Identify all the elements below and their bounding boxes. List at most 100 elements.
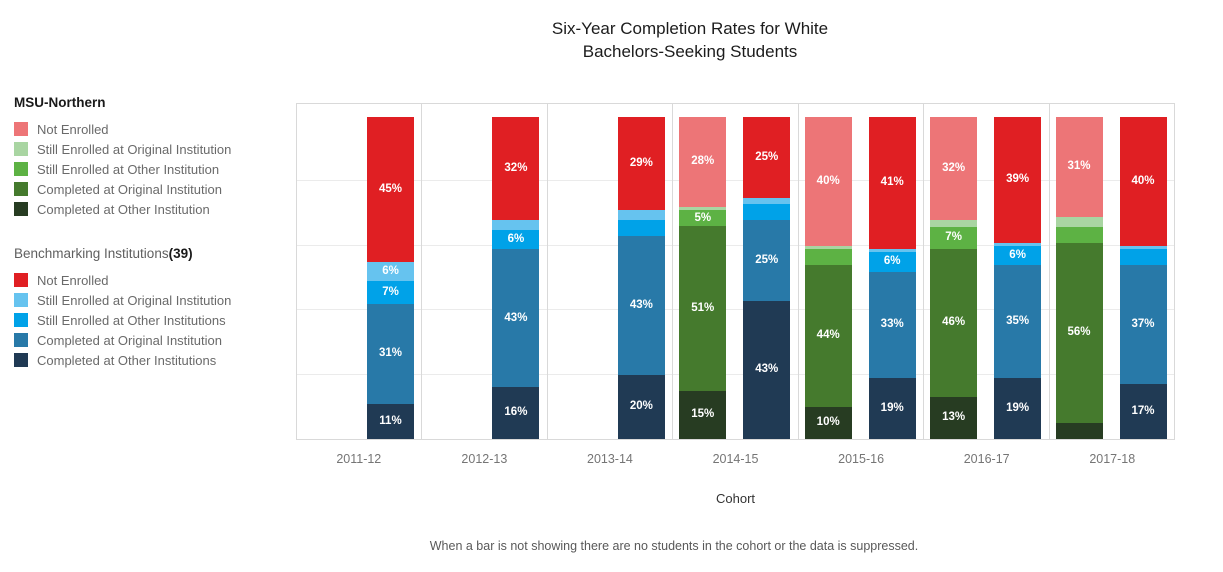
bar-value-label: 11% <box>379 414 402 427</box>
bar-value-label: 56% <box>1067 326 1091 338</box>
gridline <box>422 373 547 375</box>
cohort-panel: 32% 7% 46% 13% 39% 6% 35% 19% <box>924 104 1050 439</box>
gridline <box>798 373 924 375</box>
bar-segment: 20% <box>617 374 665 439</box>
bar-value-label: 7% <box>945 231 962 244</box>
gridline <box>1049 180 1174 182</box>
x-tick-label: 2014-15 <box>712 452 759 466</box>
gridline <box>297 244 422 246</box>
legend-item-label: Not Enrolled <box>37 272 109 288</box>
gridline <box>798 244 924 246</box>
bar-value-label: 17% <box>1131 404 1155 417</box>
legend-heading-msu: MSU-Northern <box>14 95 286 110</box>
bar-value-label: 37% <box>1131 317 1155 330</box>
bar-segment: 43% <box>492 249 540 388</box>
legend-swatch <box>14 162 28 176</box>
benchmark-bar: 41% 6% 33% 19% <box>868 117 916 439</box>
bar-value-label: 31% <box>1067 160 1091 173</box>
bar-segment: 40% <box>1119 117 1167 246</box>
bar-segment <box>1055 216 1103 227</box>
bar-value-label: 40% <box>816 174 840 187</box>
legend-swatch <box>14 202 28 216</box>
legend-item: Still Enrolled at Original Institution <box>14 139 286 159</box>
gridline <box>1049 373 1174 375</box>
bar-value-label: 19% <box>1006 401 1030 414</box>
bar-segment: 31% <box>367 303 414 404</box>
benchmark-bar: 45% 6% 7% 31% 11% <box>367 117 414 439</box>
legend-item-label: Completed at Other Institution <box>37 201 210 217</box>
legend-group-benchmark: Benchmarking Institutions(39) Not Enroll… <box>14 246 286 370</box>
gridline <box>1049 244 1174 246</box>
bar-segment: 11% <box>367 403 414 439</box>
bar-value-label: 32% <box>504 161 528 174</box>
bar-segment: 29% <box>617 117 665 211</box>
gridline <box>673 180 798 182</box>
bar-segment: 32% <box>492 117 540 221</box>
bar-segment <box>492 220 540 230</box>
footnote: When a bar is not showing there are no s… <box>429 539 919 553</box>
bar-segment: 41% <box>868 117 916 250</box>
bar-segment <box>1055 226 1103 243</box>
legend-item: Completed at Other Institution <box>14 199 286 219</box>
legend-heading-msu-text: MSU-Northern <box>14 95 106 110</box>
legend-item: Not Enrolled <box>14 270 286 290</box>
bar-value-label: 43% <box>629 298 653 311</box>
x-tick-label: 2013-14 <box>587 452 633 466</box>
bar-value-label: 20% <box>629 400 653 413</box>
legend-item-label: Still Enrolled at Other Institution <box>37 161 220 177</box>
gridline <box>798 309 924 311</box>
bar-value-label: 6% <box>507 232 525 245</box>
chart-title-line1: Six-Year Completion Rates for White <box>551 19 829 38</box>
gridline <box>1049 309 1174 311</box>
bar-segment: 25% <box>743 220 791 301</box>
msu-northern-bar: 31% 56% <box>1055 117 1103 439</box>
bar-value-label: 19% <box>880 401 904 414</box>
bar-segment: 43% <box>743 300 791 439</box>
legend-item-label: Still Enrolled at Original Institution <box>37 292 232 308</box>
gridline <box>798 180 924 182</box>
x-tick-label: 2011-12 <box>336 452 382 466</box>
bar-segment <box>1119 245 1167 250</box>
bar-value-label: 41% <box>880 176 904 189</box>
gridline <box>924 309 1049 311</box>
bar-segment: 7% <box>930 226 978 250</box>
benchmark-bar: 29% 43% 20% <box>617 117 665 439</box>
bar-segment: 6% <box>367 261 414 282</box>
gridline <box>297 309 422 311</box>
gridline <box>422 244 547 246</box>
bar-segment: 10% <box>804 406 852 439</box>
bar-segment <box>1119 249 1167 266</box>
bar-segment: 33% <box>868 271 916 378</box>
legend-item: Completed at Original Institution <box>14 179 286 199</box>
msu-northern-bar: 28% 5% 51% 15% <box>679 117 727 439</box>
bar-value-label: 46% <box>942 316 966 329</box>
bar-value-label: 33% <box>880 317 904 330</box>
bar-value-label: 13% <box>942 411 966 424</box>
x-tick-label: 2012-13 <box>461 452 508 466</box>
legend-heading-benchmark-count: (39) <box>168 246 193 261</box>
legend-heading-benchmark: Benchmarking Institutions(39) <box>14 246 286 261</box>
gridline <box>422 309 547 311</box>
legend-items: Not Enrolled Still Enrolled at Original I… <box>14 119 286 219</box>
legend-swatch <box>14 293 28 307</box>
bar-segment: 19% <box>994 377 1042 439</box>
bar-segment <box>868 249 916 253</box>
benchmark-bar: 39% 6% 35% 19% <box>994 117 1042 439</box>
bar-value-label: 25% <box>755 253 779 266</box>
gridline <box>547 309 673 311</box>
bar-value-label: 39% <box>1006 173 1030 186</box>
bar-segment: 25% <box>743 117 791 198</box>
bar-segment: 17% <box>1119 384 1167 439</box>
bar-segment: 44% <box>804 265 852 407</box>
bar-segment: 6% <box>868 252 916 272</box>
legend-swatch <box>14 313 28 327</box>
bar-segment: 15% <box>679 390 727 439</box>
legend-item: Completed at Other Institutions <box>14 350 286 370</box>
bar-value-label: 6% <box>382 264 399 277</box>
bar-segment: 32% <box>930 117 978 221</box>
bar-segment: 28% <box>679 117 727 208</box>
bar-value-label: 45% <box>378 182 403 195</box>
bar-value-label: 32% <box>942 161 966 174</box>
gridline <box>673 373 798 375</box>
bar-segment: 56% <box>1055 242 1103 423</box>
